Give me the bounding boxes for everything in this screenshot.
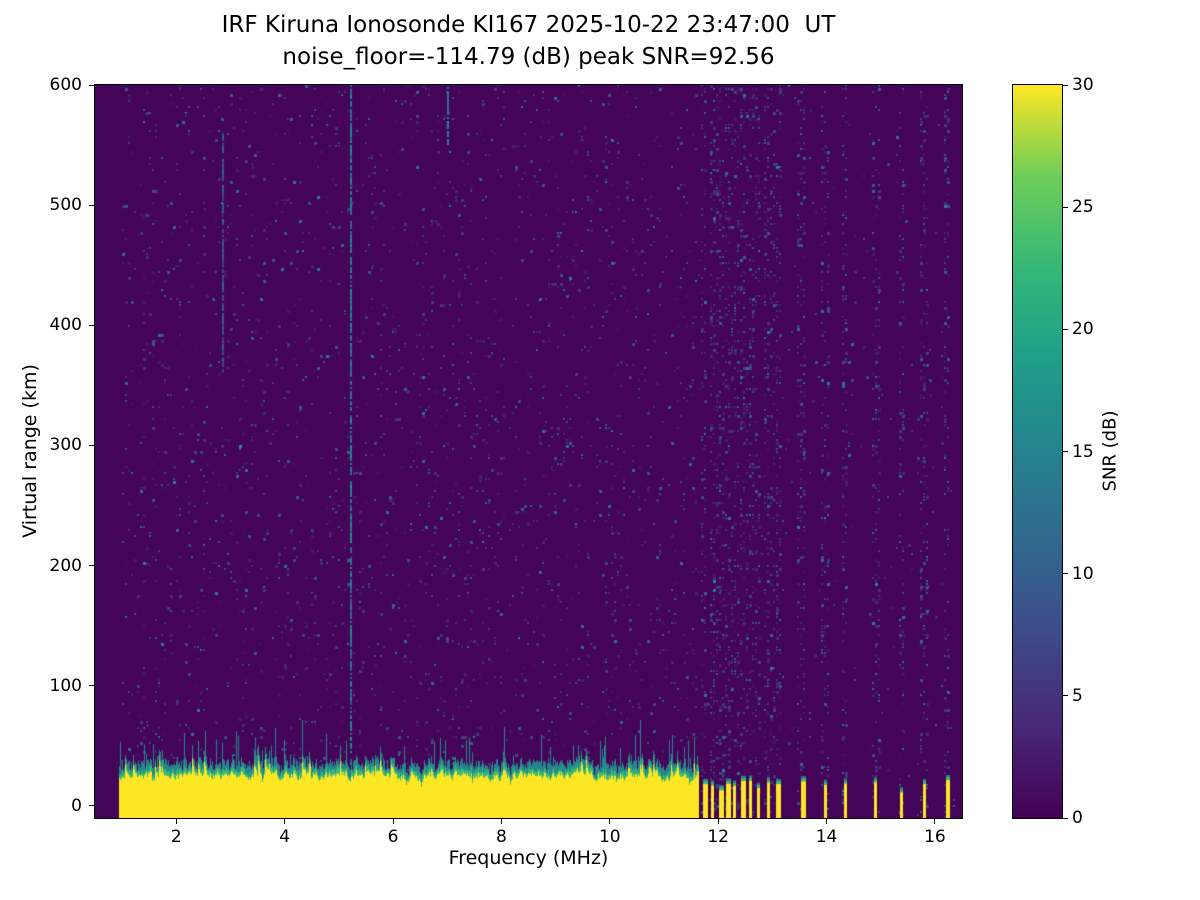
y-tick-mark	[89, 685, 94, 687]
x-tick-label: 8	[495, 827, 507, 847]
x-tick-label: 2	[170, 827, 182, 847]
chart-subtitle: noise_floor=-114.79 (dB) peak SNR=92.56	[282, 44, 775, 70]
colorbar-tick-label: 20	[1072, 319, 1094, 340]
x-tick-mark	[609, 819, 611, 824]
y-tick-mark	[89, 204, 94, 206]
y-tick-label: 0	[71, 795, 82, 816]
colorbar-tick-label: 0	[1072, 808, 1083, 828]
colorbar-tick-label: 25	[1072, 197, 1094, 218]
y-tick-label: 300	[49, 435, 82, 456]
y-tick-mark	[89, 565, 94, 567]
x-tick-label: 10	[598, 827, 621, 847]
y-tick-mark	[89, 444, 94, 446]
colorbar-tick-label: 30	[1072, 75, 1094, 95]
colorbar-tick-label: 10	[1072, 563, 1094, 584]
y-tick-mark	[89, 84, 94, 86]
colorbar-tick-mark	[1063, 84, 1068, 86]
colorbar-tick-mark	[1063, 328, 1068, 330]
y-tick-label: 100	[49, 675, 82, 696]
chart-title: IRF Kiruna Ionosonde KI167 2025-10-22 23…	[221, 12, 836, 38]
x-tick-mark	[284, 819, 286, 824]
x-tick-mark	[392, 819, 394, 824]
x-tick-label: 14	[815, 827, 838, 847]
colorbar-tick-mark	[1063, 206, 1068, 208]
colorbar-tick-mark	[1063, 573, 1068, 575]
y-tick-label: 400	[49, 315, 82, 336]
x-tick-label: 4	[279, 827, 291, 847]
x-tick-mark	[717, 819, 719, 824]
heatmap-canvas	[95, 85, 962, 818]
x-tick-mark	[175, 819, 177, 824]
plot-area	[94, 84, 963, 819]
y-tick-mark	[89, 324, 94, 326]
colorbar-canvas	[1013, 85, 1062, 818]
x-tick-label: 16	[924, 827, 946, 847]
colorbar-tick-label: 15	[1072, 441, 1094, 462]
colorbar-tick-mark	[1063, 817, 1068, 819]
colorbar-tick-mark	[1063, 695, 1068, 697]
y-tick-label: 200	[49, 555, 82, 576]
y-tick-mark	[89, 805, 94, 807]
x-tick-label: 6	[387, 827, 399, 847]
x-axis-label: Frequency (MHz)	[448, 847, 609, 869]
y-tick-label: 600	[49, 75, 82, 95]
colorbar-tick-mark	[1063, 451, 1068, 452]
x-tick-label: 12	[707, 827, 729, 847]
x-tick-mark	[826, 819, 828, 824]
y-tick-label: 500	[49, 195, 82, 216]
colorbar-tick-label: 5	[1072, 685, 1083, 706]
x-tick-mark	[500, 819, 502, 824]
colorbar	[1012, 84, 1063, 819]
x-tick-mark	[934, 819, 936, 824]
